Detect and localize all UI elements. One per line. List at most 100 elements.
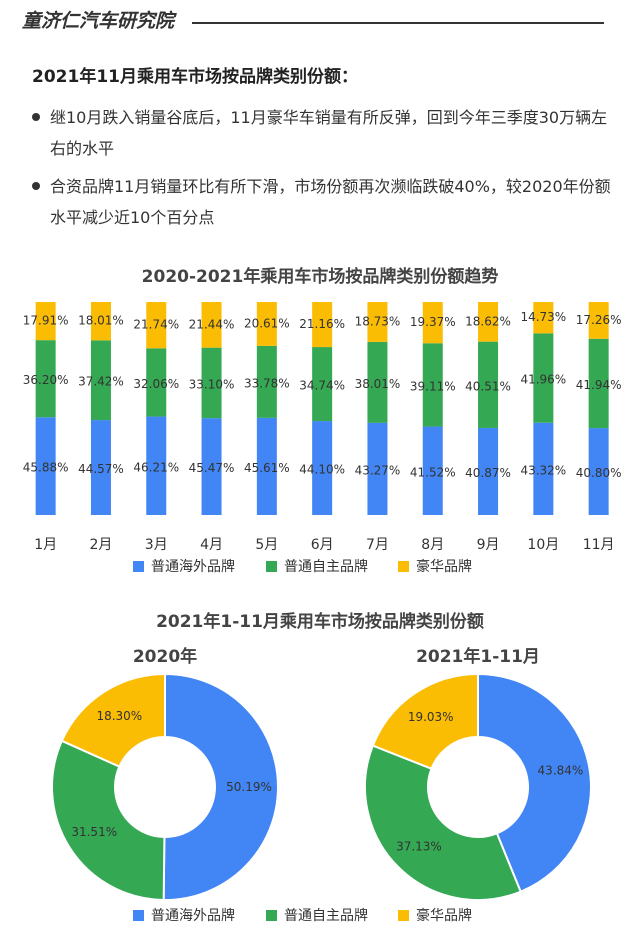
bar-segment [146,416,167,515]
value-label: 33.78% [244,376,290,390]
x-tick-label: 11月 [583,537,615,553]
x-tick-label: 7月 [366,537,389,553]
value-label: 43.84% [538,763,584,777]
bar-segment [146,348,167,417]
value-label: 39.11% [410,379,456,393]
value-label: 38.01% [355,377,401,391]
donut-slice [162,672,279,901]
value-label: 21.16% [299,317,345,331]
bar-segment [588,338,609,429]
value-label: 21.44% [189,317,235,331]
legend-swatch [398,561,409,572]
value-label: 18.62% [465,314,511,328]
bar-segment [478,341,499,428]
value-label: 18.73% [355,314,401,328]
legend-label: 普通海外品牌 [151,558,235,575]
bar-segment [533,333,554,423]
x-tick-label: 9月 [477,537,500,553]
bar-segment [422,426,443,515]
bar-segment [201,418,222,515]
chart-subtitle: 2021年1-11月 [416,646,540,667]
value-label: 41.52% [410,465,456,479]
value-label: 40.51% [465,379,511,393]
bar-segment [533,302,554,334]
value-label: 41.96% [520,373,566,387]
legend-swatch [266,561,277,572]
bar-segment [90,420,111,515]
bar-segment [478,427,499,515]
value-label: 17.26% [576,313,622,327]
value-label: 45.88% [23,461,69,475]
legend-swatch [266,910,277,921]
brand-title: 童济仁汽车研究院 [22,10,175,32]
legend-label: 豪华品牌 [416,558,472,575]
bar-segment [422,302,443,344]
value-label: 18.30% [96,709,142,723]
value-label: 19.03% [408,710,454,724]
bar-segment [312,421,333,515]
value-label: 21.74% [133,318,179,332]
value-label: 14.73% [520,310,566,324]
bar-segment [367,422,388,515]
value-label: 20.61% [244,316,290,330]
value-label: 40.87% [465,466,511,480]
value-label: 33.10% [189,377,235,391]
value-label: 44.10% [299,463,345,477]
bar-segment [146,302,167,349]
bar-segment [35,302,56,341]
legend-label: 普通自主品牌 [284,907,368,924]
heading: 2021年11月乘用车市场按品牌类别份额： [32,67,358,87]
value-label: 36.20% [23,373,69,387]
bar-segment [478,302,499,342]
donut-slice [477,672,592,893]
legend-label: 普通海外品牌 [151,907,235,924]
bar-segment [90,340,111,421]
bar-segment [201,302,222,348]
bar-segment [422,343,443,427]
chart-title: 2020-2021年乘用车市场按品牌类别份额趋势 [142,266,499,287]
x-tick-label: 6月 [311,537,334,553]
bar-segment [588,302,609,339]
value-label: 43.32% [520,463,566,477]
donut-slice [364,744,522,901]
x-tick-label: 2月 [89,537,112,553]
donut-slice [60,672,166,768]
bar-segment [35,417,56,515]
value-label: 31.51% [71,825,117,839]
bar-segment [90,302,111,341]
value-label: 34.74% [299,379,345,393]
bar-segment [201,347,222,419]
legend-swatch [133,910,144,921]
x-tick-label: 3月 [145,537,168,553]
legend-swatch [133,561,144,572]
bar-segment [256,345,277,418]
value-label: 44.57% [78,462,124,476]
value-label: 40.80% [576,466,622,480]
value-label: 45.61% [244,461,290,475]
legend-swatch [398,910,409,921]
bullet: 继10月跌入销量谷底后，11月豪华车销量有所反弹，回到今年三季度30万辆左右的水… [32,102,620,164]
bullet: 合资品牌11月销量环比有所下滑，市场份额再次濒临跌破40%，较2020年份额水平… [32,171,620,233]
x-tick-label: 8月 [421,537,444,553]
bar-segment [312,302,333,348]
value-label: 43.27% [355,463,401,477]
x-tick-label: 10月 [527,537,559,553]
donut-slice [51,739,166,902]
value-label: 17.91% [23,314,69,328]
chart-subtitle: 2020年 [133,646,197,667]
value-label: 32.06% [133,377,179,391]
donut-slice [371,672,479,770]
bar-segment [533,422,554,515]
bar-segment [35,340,56,418]
value-label: 37.13% [396,839,442,853]
value-label: 41.94% [576,378,622,392]
bar-segment [588,428,609,515]
legend-label: 豪华品牌 [416,907,472,924]
value-label: 37.42% [78,375,124,389]
bar-segment [367,302,388,342]
x-tick-label: 4月 [200,537,223,553]
bar-segment [312,347,333,422]
x-tick-label: 5月 [255,537,278,553]
